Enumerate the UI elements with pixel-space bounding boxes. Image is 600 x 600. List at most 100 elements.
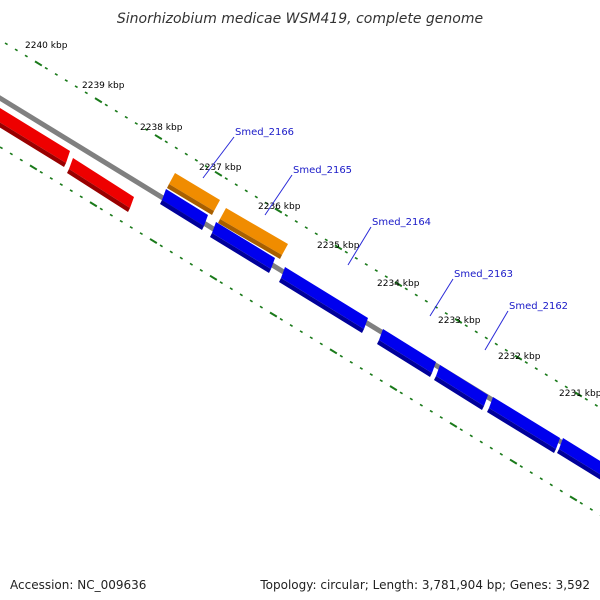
tick-mark bbox=[324, 238, 328, 242]
tick-mark bbox=[424, 299, 428, 303]
tick-mark bbox=[109, 213, 113, 217]
tick-mark bbox=[294, 220, 298, 223]
gene-features bbox=[0, 108, 600, 482]
tick-mark bbox=[444, 311, 448, 315]
gene-label-smed-2162[interactable]: Smed_2162 bbox=[509, 301, 568, 312]
tick-mark bbox=[359, 366, 363, 370]
tick-mark bbox=[474, 330, 478, 334]
tick-label: 2232 kbp bbox=[498, 352, 541, 362]
tick-mark bbox=[289, 324, 293, 327]
tick-mark bbox=[534, 367, 538, 371]
gene-smed-2166[interactable] bbox=[167, 173, 220, 215]
tick-mark bbox=[209, 274, 218, 281]
tick-mark bbox=[369, 373, 373, 377]
tick-mark bbox=[409, 397, 413, 401]
tick-mark bbox=[0, 146, 3, 150]
tick-mark bbox=[34, 60, 43, 67]
gene-label-smed-2164[interactable]: Smed_2164 bbox=[372, 217, 431, 228]
gene-label-smed-2166[interactable]: Smed_2166 bbox=[235, 127, 294, 138]
gene-smed-2163[interactable] bbox=[279, 267, 368, 333]
tick-mark bbox=[449, 421, 458, 428]
gene-red-1[interactable] bbox=[0, 108, 70, 167]
tick-mark bbox=[269, 311, 278, 318]
tick-mark bbox=[94, 97, 103, 104]
tick-mark bbox=[19, 158, 23, 162]
gene-blue-6[interactable] bbox=[487, 397, 560, 453]
tick-label: 2233 kbp bbox=[438, 316, 481, 326]
tick-mark bbox=[404, 287, 408, 291]
tick-mark bbox=[164, 140, 168, 144]
tick-mark bbox=[189, 262, 193, 266]
gene-blue-1[interactable] bbox=[160, 189, 208, 230]
tick-mark bbox=[249, 299, 253, 303]
tick-mark bbox=[29, 164, 38, 171]
tick-mark bbox=[99, 207, 103, 211]
tick-mark bbox=[319, 342, 323, 346]
tick-mark bbox=[579, 501, 583, 505]
tick-mark bbox=[554, 379, 558, 383]
tick-label: 2238 kbp bbox=[140, 123, 183, 133]
gene-red-2[interactable] bbox=[67, 158, 134, 212]
gene-blue-7[interactable] bbox=[557, 438, 600, 482]
tick-mark bbox=[299, 330, 303, 334]
gene-label-smed-2163[interactable]: Smed_2163 bbox=[454, 269, 513, 280]
tick-mark bbox=[339, 354, 343, 358]
tick-mark bbox=[234, 183, 238, 187]
tick-mark bbox=[139, 232, 143, 236]
tick-mark bbox=[349, 360, 353, 364]
tick-mark bbox=[479, 440, 483, 444]
tick-mark bbox=[489, 446, 493, 450]
tick-mark bbox=[469, 434, 473, 438]
tick-mark bbox=[364, 262, 368, 266]
tick-mark bbox=[389, 385, 398, 392]
tick-mark bbox=[114, 109, 118, 113]
gene-smed-2165[interactable] bbox=[218, 208, 288, 259]
tick-mark bbox=[529, 471, 533, 475]
tick-mark bbox=[54, 72, 58, 76]
tick-mark bbox=[494, 342, 498, 346]
tick-mark bbox=[484, 336, 488, 340]
tick-mark bbox=[429, 409, 433, 413]
gene-smed-2162[interactable] bbox=[377, 329, 436, 377]
tick-mark bbox=[64, 79, 68, 83]
tick-mark bbox=[134, 121, 138, 125]
tick-mark bbox=[334, 244, 343, 251]
tick-mark bbox=[24, 54, 28, 58]
tick-label: 2231 kbp bbox=[559, 389, 600, 399]
tick-mark bbox=[384, 275, 388, 279]
tick-mark bbox=[559, 489, 563, 493]
tick-label: 2236 kbp bbox=[258, 202, 301, 212]
tick-mark bbox=[379, 379, 383, 383]
tick-mark bbox=[49, 176, 53, 180]
tick-label: 2237 kbp bbox=[199, 163, 242, 173]
tick-mark bbox=[104, 103, 108, 107]
tick-mark bbox=[539, 477, 543, 481]
tick-mark bbox=[569, 495, 578, 502]
tick-mark bbox=[144, 128, 148, 132]
tick-mark bbox=[309, 336, 313, 340]
tick-mark bbox=[329, 348, 338, 355]
gene-label-smed-2165[interactable]: Smed_2165 bbox=[293, 165, 352, 176]
tick-mark bbox=[284, 213, 288, 217]
tick-mark bbox=[214, 170, 223, 177]
tick-mark bbox=[69, 189, 73, 193]
label-leader-line bbox=[264, 174, 293, 216]
tick-mark bbox=[224, 177, 228, 181]
tick-mark bbox=[264, 201, 268, 205]
tick-mark bbox=[314, 232, 318, 236]
gene-blue-5[interactable] bbox=[434, 365, 488, 410]
tick-mark bbox=[4, 42, 8, 46]
tick-label: 2234 kbp bbox=[377, 279, 420, 289]
tick-mark bbox=[344, 250, 348, 254]
tick-mark bbox=[564, 385, 568, 389]
tick-mark bbox=[254, 195, 258, 199]
gene-smed-2164[interactable] bbox=[210, 222, 275, 273]
tick-mark bbox=[149, 238, 158, 244]
tick-mark bbox=[399, 391, 403, 395]
tick-mark bbox=[414, 293, 418, 297]
gene-labels: Smed_2166 Smed_2165 Smed_2164 Smed_2163 … bbox=[202, 127, 568, 351]
tick-mark bbox=[374, 269, 378, 273]
tick-mark bbox=[544, 373, 548, 377]
tick-mark bbox=[39, 170, 43, 174]
